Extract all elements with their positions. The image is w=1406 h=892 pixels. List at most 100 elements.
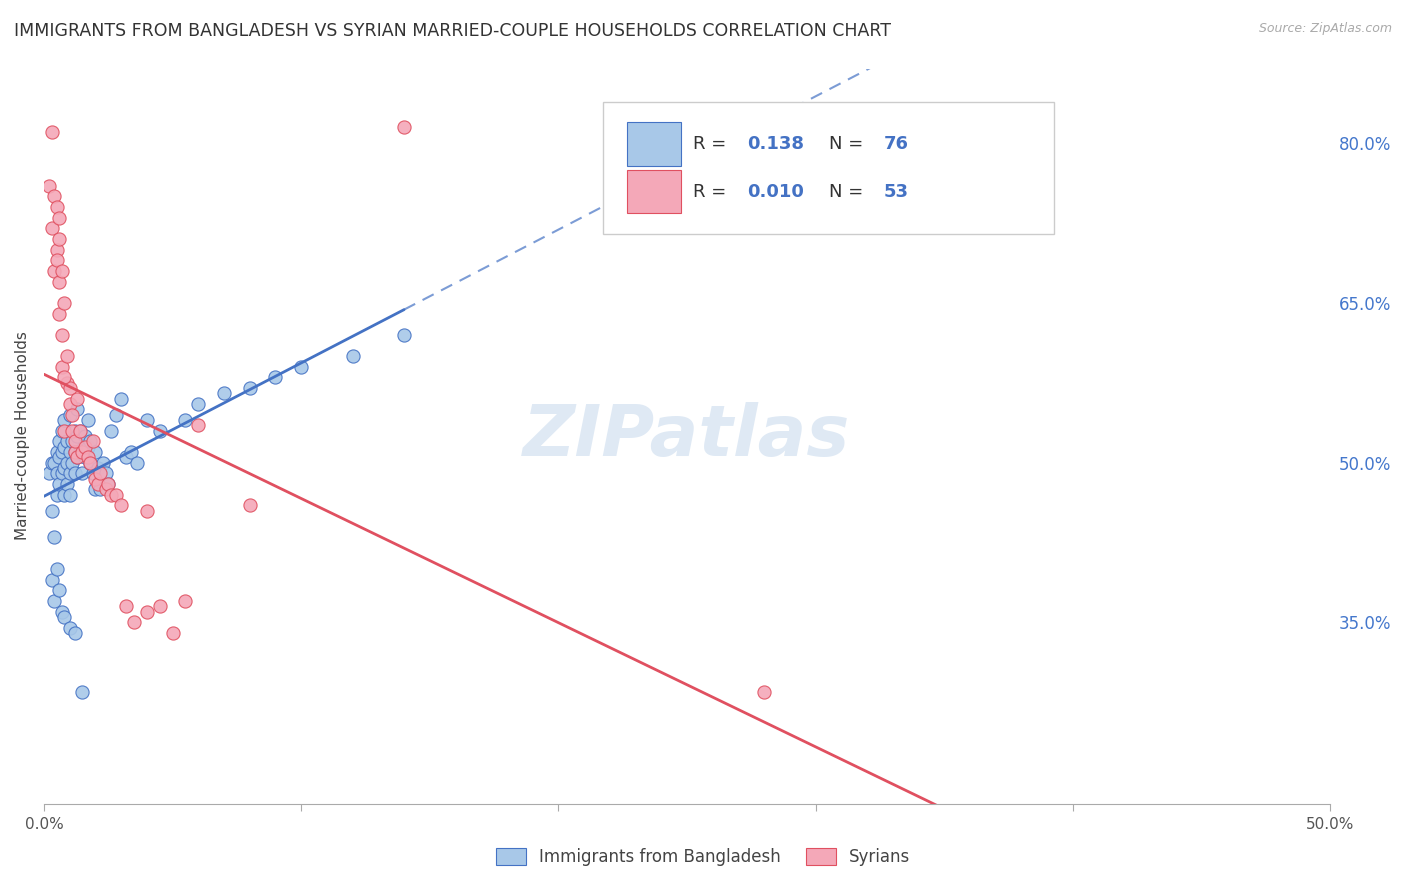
Point [72,445,94,459]
Point [104,487,127,501]
Point [72,445,94,459]
Point [174,413,197,427]
Point [56,376,79,390]
Point [53,296,76,310]
Point [149,424,172,438]
Point [135,503,157,517]
Point [174,594,197,608]
Point [48,450,70,465]
Point [125,456,148,470]
Text: R =: R = [693,183,733,201]
Point [41,573,63,587]
Point [45,445,67,459]
Text: N =: N = [828,135,869,153]
Point [38,178,60,193]
Point [94,483,117,497]
Point [53,413,76,427]
Point [392,120,415,134]
Point [59,487,82,501]
Point [135,605,157,619]
Point [44,189,66,203]
Point [97,477,120,491]
Point [44,456,66,470]
Point [110,392,132,406]
Point [51,327,73,342]
Point [59,467,82,481]
Point [110,498,132,512]
Point [91,456,114,470]
Point [53,440,76,454]
FancyBboxPatch shape [627,170,681,213]
Point [48,306,70,320]
Point [69,424,91,438]
Point [48,232,70,246]
Text: 76: 76 [884,135,908,153]
Point [187,418,209,433]
Point [51,424,73,438]
Point [73,450,96,465]
Point [59,397,82,411]
Point [69,424,91,438]
Point [45,200,67,214]
Point [53,424,76,438]
Point [73,440,96,454]
Point [56,434,79,449]
Point [44,530,66,544]
Point [51,359,73,374]
Point [66,450,89,465]
Point [66,450,89,465]
Point [66,402,89,417]
Point [63,434,86,449]
Point [60,456,83,470]
Point [72,684,94,698]
Point [53,610,76,624]
Point [290,359,312,374]
Point [60,408,83,422]
Point [56,477,79,491]
Point [84,472,107,486]
Point [66,392,89,406]
Text: R =: R = [693,135,733,153]
Point [89,483,111,497]
Point [76,413,98,427]
Point [59,445,82,459]
Point [82,434,104,449]
Point [82,467,104,481]
Text: Source: ZipAtlas.com: Source: ZipAtlas.com [1258,22,1392,36]
Point [264,370,287,384]
Point [104,408,127,422]
Point [84,483,107,497]
Point [115,450,138,465]
Point [87,461,110,475]
Point [89,467,111,481]
Point [63,445,86,459]
Text: 0.010: 0.010 [748,183,804,201]
Point [100,424,122,438]
Y-axis label: Married-couple Households: Married-couple Households [15,332,30,541]
Point [94,467,117,481]
Point [187,397,209,411]
Point [63,424,86,438]
Point [45,243,67,257]
Point [45,487,67,501]
Text: 0.138: 0.138 [748,135,804,153]
Point [239,498,262,512]
FancyBboxPatch shape [627,122,681,166]
Point [63,445,86,459]
Point [51,467,73,481]
Point [120,445,142,459]
Point [45,467,67,481]
Text: ZIPatlas: ZIPatlas [523,401,851,470]
Point [69,445,91,459]
Point [44,264,66,278]
Point [97,477,120,491]
Point [79,434,101,449]
Point [44,594,66,608]
Point [342,349,364,363]
Point [60,434,83,449]
Point [48,583,70,598]
Point [41,503,63,517]
Point [392,327,415,342]
Point [754,684,776,698]
Point [41,456,63,470]
